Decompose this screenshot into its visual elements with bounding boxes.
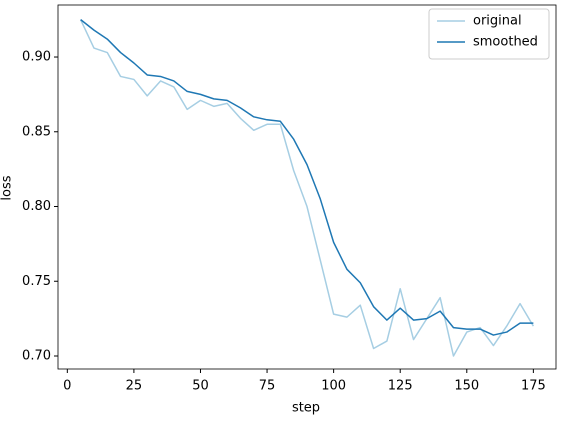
y-tick-label: 0.70 [22, 348, 51, 363]
y-tick-label: 0.90 [22, 50, 51, 65]
legend-label: smoothed [473, 35, 538, 50]
x-tick-label: 25 [126, 379, 143, 394]
line-series [80, 19, 534, 336]
x-tick-label: 150 [454, 379, 479, 394]
x-axis-label: step [292, 401, 320, 416]
x-tick-label: 175 [521, 379, 546, 394]
line-series [79, 19, 535, 357]
x-tick-label: 50 [192, 379, 209, 394]
x-tick-label: 100 [321, 379, 346, 394]
y-tick-label: 0.85 [22, 124, 51, 139]
y-tick-label: 0.80 [22, 199, 51, 214]
x-tick-label: 0 [63, 379, 71, 394]
x-tick-label: 125 [388, 379, 413, 394]
legend-label: original [473, 14, 522, 29]
y-axis-label: loss [0, 175, 15, 200]
y-tick-label: 0.75 [22, 274, 51, 289]
x-tick-label: 75 [259, 379, 276, 394]
axes-frame [57, 4, 557, 370]
